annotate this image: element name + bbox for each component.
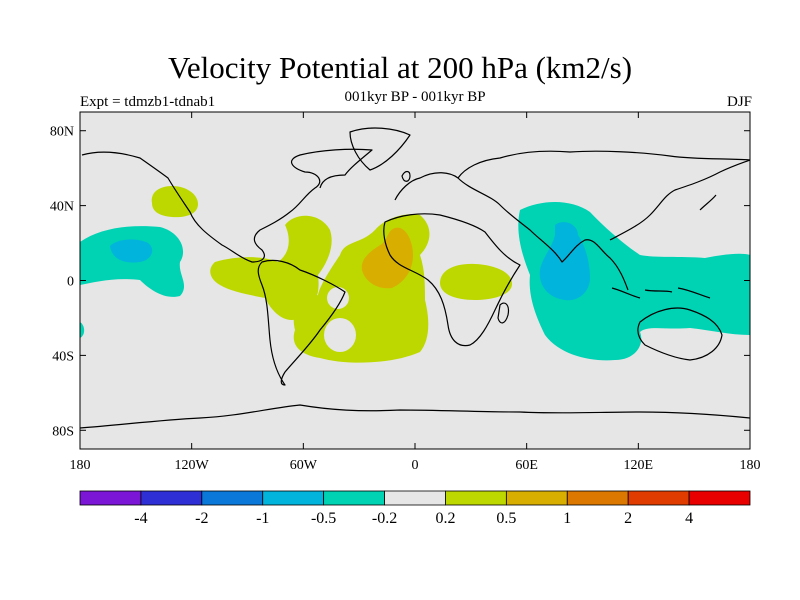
coastline-north-america xyxy=(81,148,373,263)
colorbar-label: -0.5 xyxy=(311,510,336,527)
strong-positive-west-africa xyxy=(361,227,413,289)
coastlines xyxy=(80,127,750,429)
coastline-south-america xyxy=(257,259,346,386)
axis-ticks: 180 120W 60W 0 60E 120E 180 80N 40N 0 40S 80S xyxy=(50,112,761,473)
colorbar-swatch xyxy=(566,490,629,506)
coastline-australia xyxy=(637,307,723,361)
coastline-japan xyxy=(699,194,717,211)
experiment-subtitle: Expt = tdmzb1-tdnab1 xyxy=(80,94,216,110)
y-tick-label: 80N xyxy=(50,125,74,140)
coastline-uk xyxy=(401,170,411,182)
colorbar-label: -0.2 xyxy=(372,510,397,527)
coastline-indonesia xyxy=(611,287,711,299)
x-tick-label: 120E xyxy=(624,458,654,473)
colorbar-label: 2 xyxy=(624,510,632,527)
colorbar-label: -2 xyxy=(195,510,208,527)
colorbar: -4 -2 -1 -0.5 -0.2 0.2 0.5 1 2 4 xyxy=(79,490,751,527)
negative-anomaly-pacific-edge xyxy=(80,322,85,338)
time-range-subtitle: 001kyr BP - 001kyr BP xyxy=(344,89,486,105)
colorbar-swatch xyxy=(627,490,690,506)
positive-anomaly-north-america xyxy=(151,186,198,218)
neutral-hole-brazil xyxy=(327,287,349,309)
contour-fills xyxy=(80,186,750,363)
x-tick-label: 0 xyxy=(412,458,419,473)
y-tick-label: 40S xyxy=(52,349,74,364)
colorbar-swatch xyxy=(505,490,568,506)
x-tick-label: 60E xyxy=(515,458,538,473)
x-tick-label: 180 xyxy=(70,458,91,473)
chart-title: Velocity Potential at 200 hPa (km2/s) xyxy=(167,50,633,85)
colorbar-label: 0.2 xyxy=(435,510,455,527)
colorbar-label: 4 xyxy=(685,510,693,527)
colorbar-label: 1 xyxy=(563,510,571,527)
colorbar-swatch xyxy=(262,490,325,506)
colorbar-swatch xyxy=(201,490,264,506)
colorbar-label: 0.5 xyxy=(496,510,516,527)
coastline-greenland xyxy=(349,127,411,171)
coastline-antarctica xyxy=(80,404,750,429)
positive-anomaly-africa xyxy=(440,263,512,300)
season-subtitle: DJF xyxy=(726,94,752,110)
coastline-europe-asia xyxy=(394,150,750,291)
colorbar-swatch xyxy=(323,490,385,506)
x-tick-label: 120W xyxy=(175,458,210,473)
coastline-madagascar xyxy=(497,302,510,324)
coastline-africa xyxy=(383,213,521,347)
colorbar-label: -4 xyxy=(134,510,147,527)
positive-anomaly-south-america xyxy=(210,215,332,320)
x-tick-label: 180 xyxy=(740,458,761,473)
colorbar-swatch xyxy=(688,490,751,506)
y-tick-label: 80S xyxy=(52,424,74,439)
x-tick-label: 60W xyxy=(290,458,318,473)
colorbar-swatch xyxy=(140,490,203,506)
strong-negative-central-pacific xyxy=(110,239,153,263)
y-tick-label: 40N xyxy=(50,200,74,215)
colorbar-swatch xyxy=(79,490,142,506)
neutral-hole-south-atlantic xyxy=(324,318,356,352)
colorbar-label: -1 xyxy=(256,510,269,527)
colorbar-swatch xyxy=(445,490,507,506)
colorbar-swatch xyxy=(384,490,446,506)
y-tick-label: 0 xyxy=(67,275,74,290)
strong-negative-indian-ocean xyxy=(539,222,590,301)
